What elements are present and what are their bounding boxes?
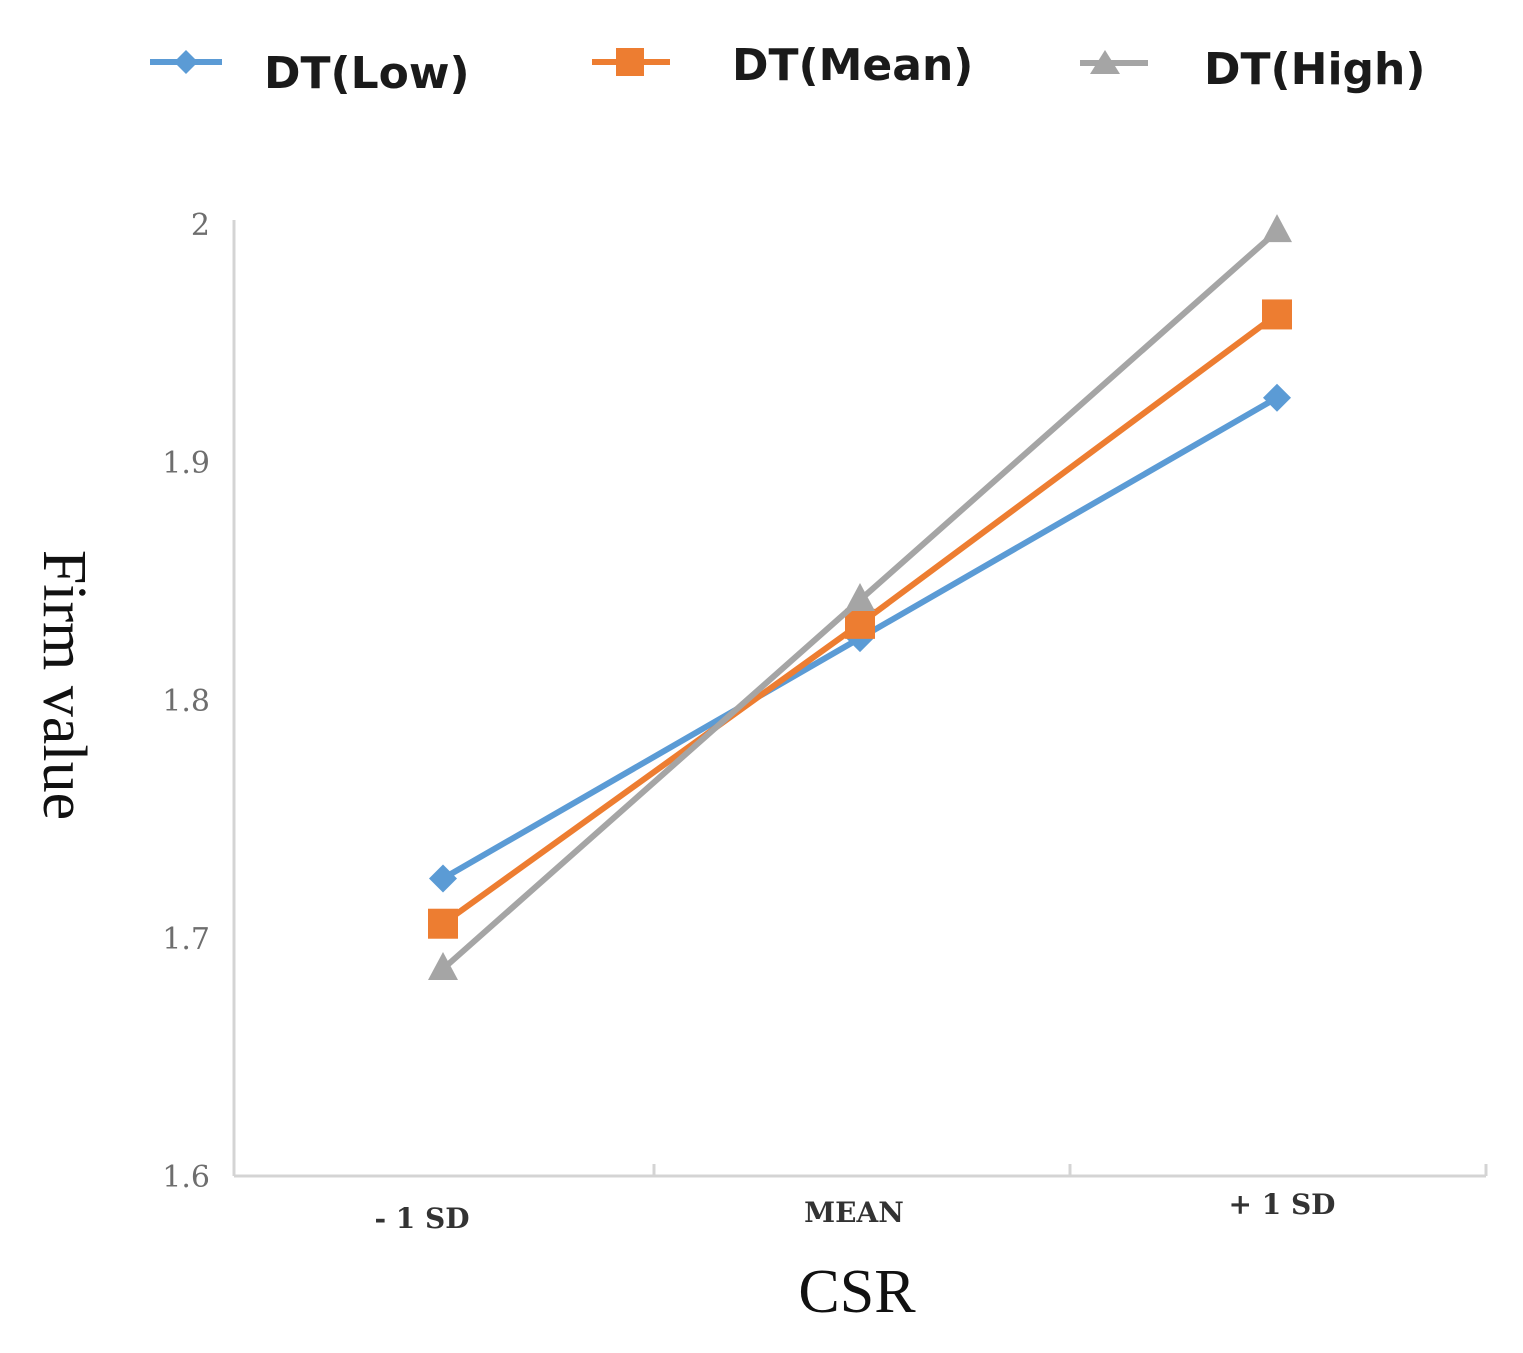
data-point-dt-low (1263, 383, 1291, 412)
legend-item-dt-mean: DT(Mean) (592, 40, 973, 91)
legend-label-dt-low: DT(Low) (264, 48, 470, 99)
legend-diamond-marker (174, 50, 198, 74)
legend-item-dt-high: DT(High) (1080, 44, 1425, 95)
data-point-dt-low (429, 864, 457, 893)
x-axis-title: CSR (798, 1258, 916, 1326)
data-point-dt-mean (1262, 299, 1292, 330)
y-axis-title: Firm value (30, 550, 98, 820)
legend-square-marker (616, 48, 644, 76)
series-dt-mean (428, 299, 1292, 939)
legend-triangle-marker (1090, 50, 1120, 74)
y-tick-label: 1.9 (162, 446, 210, 481)
x-tick-label: - 1 SD (374, 1202, 469, 1235)
data-point-dt-high (1262, 214, 1292, 243)
legend-label-dt-mean: DT(Mean) (732, 40, 973, 91)
data-point-dt-mean (428, 908, 458, 939)
data-point-dt-mean (845, 608, 875, 639)
y-tick-label: 1.7 (162, 922, 210, 957)
y-tick-label: 1.6 (162, 1160, 210, 1195)
data-point-dt-high (845, 583, 875, 612)
series-layer (428, 214, 1292, 980)
legend-label-dt-high: DT(High) (1204, 44, 1425, 95)
legend-item-dt-low: DT(Low) (150, 48, 470, 99)
x-tick-label: + 1 SD (1229, 1188, 1336, 1221)
data-point-dt-high (428, 951, 458, 980)
x-tick-label: MEAN (804, 1196, 904, 1229)
y-tick-labels: 1.6 1.7 1.8 1.9 2 (162, 208, 210, 1195)
axes (232, 220, 1488, 1178)
x-tick-labels: - 1 SD MEAN + 1 SD (374, 1188, 1335, 1235)
legend: DT(Low) DT(Mean) DT(High) (150, 40, 1425, 99)
series-dt-high (428, 214, 1292, 980)
y-tick-label: 1.8 (162, 684, 210, 719)
y-tick-label: 2 (191, 208, 210, 243)
